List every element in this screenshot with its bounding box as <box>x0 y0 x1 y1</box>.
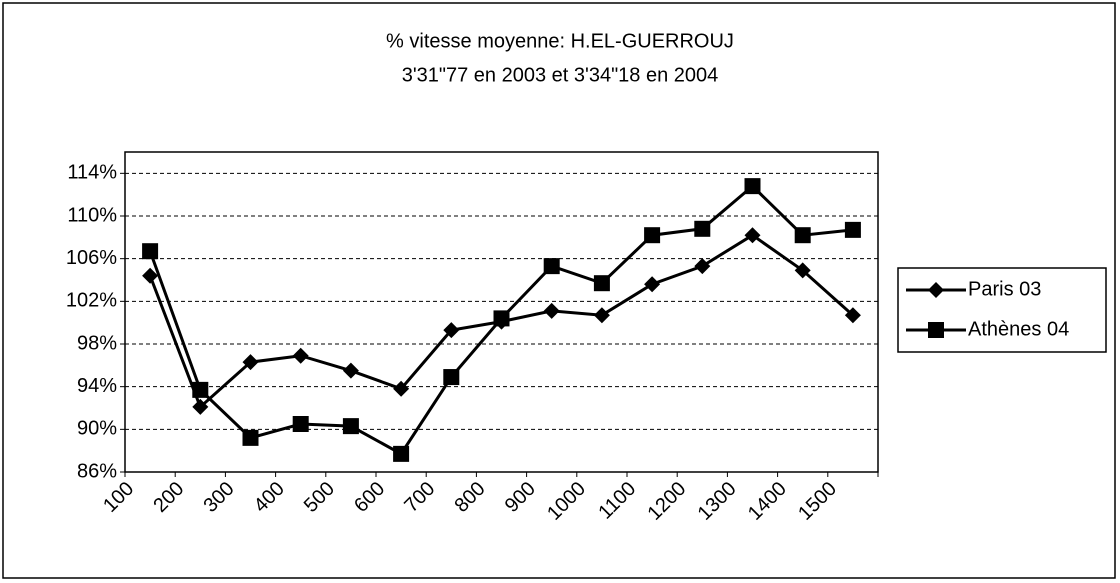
data-point <box>242 354 259 371</box>
data-point <box>593 307 610 324</box>
data-point <box>242 429 259 446</box>
data-point <box>393 445 410 462</box>
data-point <box>744 178 761 195</box>
y-tick-label: 98% <box>77 332 117 354</box>
data-point <box>192 398 209 415</box>
data-point <box>644 227 661 244</box>
chart-subtitle: 3'31"77 en 2003 et 3'34"18 en 2004 <box>402 64 719 86</box>
data-point <box>593 275 610 292</box>
y-tick-label: 110% <box>67 204 117 226</box>
data-point <box>694 220 711 237</box>
data-point <box>443 369 460 386</box>
marker <box>928 322 944 338</box>
data-point <box>744 227 761 244</box>
data-point <box>292 347 309 364</box>
y-tick-label: 102% <box>66 290 117 312</box>
legend-label: Athènes 04 <box>968 318 1069 340</box>
data-point <box>142 243 159 260</box>
data-point <box>342 362 359 379</box>
legend-label: Paris 03 <box>968 278 1041 300</box>
data-point <box>543 302 560 319</box>
data-point <box>794 262 811 279</box>
y-tick-label: 94% <box>77 375 117 397</box>
data-point <box>393 380 410 397</box>
marker <box>928 282 944 298</box>
data-point <box>292 416 309 432</box>
data-point <box>844 307 861 324</box>
y-tick-label: 114% <box>67 162 117 184</box>
data-point <box>844 221 861 238</box>
chart-title: % vitesse moyenne: H.EL-GUERROUJ <box>386 30 734 52</box>
data-point <box>644 276 661 293</box>
data-point <box>443 322 460 339</box>
data-point <box>493 310 510 327</box>
y-tick-label: 86% <box>77 460 117 482</box>
data-point <box>192 381 209 398</box>
y-tick-label: 106% <box>66 247 117 269</box>
y-tick-label: 90% <box>77 418 117 440</box>
data-point <box>342 418 359 435</box>
data-point <box>694 258 711 275</box>
data-point <box>142 267 159 284</box>
data-point <box>794 227 811 244</box>
data-point <box>543 258 560 275</box>
